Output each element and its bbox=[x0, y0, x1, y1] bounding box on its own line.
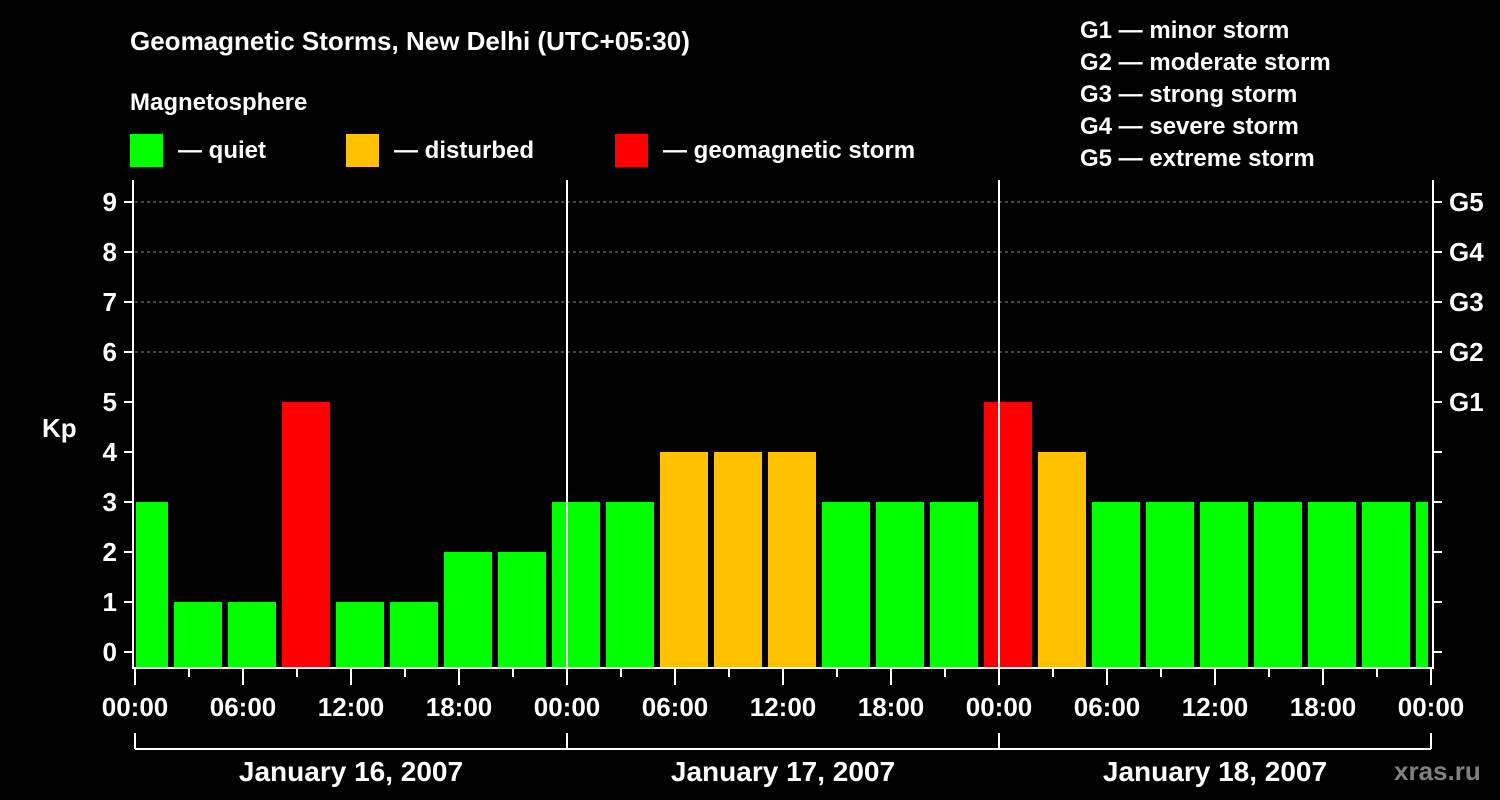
day-label: January 17, 2007 bbox=[671, 756, 895, 787]
kp-bar bbox=[174, 602, 222, 668]
x-tick-label: 18:00 bbox=[1290, 692, 1357, 722]
y-axis-label: Kp bbox=[42, 413, 77, 443]
g-level-label: G1 bbox=[1449, 387, 1484, 417]
legend-title: Magnetosphere bbox=[130, 89, 307, 116]
x-tick-label: 00:00 bbox=[534, 692, 601, 722]
legend-swatch bbox=[346, 134, 379, 167]
kp-bar bbox=[552, 502, 600, 668]
kp-bar bbox=[1200, 502, 1248, 668]
legend-label: — quiet bbox=[178, 137, 266, 164]
kp-bar bbox=[136, 502, 168, 668]
y-tick-label: 9 bbox=[103, 187, 117, 217]
legend: — quiet — disturbed — geomagnetic storm bbox=[130, 134, 915, 167]
g-level-label: G2 bbox=[1449, 337, 1484, 367]
kp-bar bbox=[660, 452, 708, 668]
x-tick-label: 18:00 bbox=[426, 692, 493, 722]
g-scale-legend: G1 — minor storm G2 — moderate storm G3 — … bbox=[1080, 17, 1331, 172]
x-tick-label: 00:00 bbox=[1398, 692, 1465, 722]
g-scale-item: G2 — moderate storm bbox=[1080, 49, 1331, 76]
grid bbox=[135, 201, 1431, 353]
kp-bar bbox=[1416, 502, 1428, 668]
day-label: January 16, 2007 bbox=[239, 756, 463, 787]
kp-bar bbox=[282, 402, 330, 668]
kp-bar bbox=[390, 602, 438, 668]
g-scale-item: G4 — severe storm bbox=[1080, 113, 1299, 140]
y-tick-label: 5 bbox=[103, 387, 117, 417]
watermark: xras.ru bbox=[1394, 756, 1481, 786]
x-tick-label: 06:00 bbox=[642, 692, 709, 722]
y-tick-label: 7 bbox=[103, 287, 117, 317]
kp-bar bbox=[984, 402, 1032, 668]
kp-bar bbox=[1092, 502, 1140, 668]
g-level-label: G5 bbox=[1449, 187, 1484, 217]
x-tick-label: 00:00 bbox=[102, 692, 169, 722]
x-tick-label: 06:00 bbox=[210, 692, 277, 722]
chart-title: Geomagnetic Storms, New Delhi (UTC+05:30… bbox=[130, 26, 690, 56]
legend-label: — disturbed bbox=[394, 137, 534, 164]
y-tick-label: 2 bbox=[103, 537, 117, 567]
kp-bar bbox=[444, 552, 492, 668]
kp-bar bbox=[1038, 452, 1086, 668]
x-tick-label: 12:00 bbox=[318, 692, 385, 722]
kp-bar bbox=[606, 502, 654, 668]
kp-bar bbox=[228, 602, 276, 668]
kp-bar bbox=[822, 502, 870, 668]
x-tick-label: 12:00 bbox=[750, 692, 817, 722]
g-level-label: G4 bbox=[1449, 237, 1484, 267]
axes: 0 1 2 3 4 5 6 7 8 9 G1 G2 G3 G4 G5 00:00 06:00 12:00 18:00… bbox=[102, 180, 1484, 787]
x-tick-label: 00:00 bbox=[966, 692, 1033, 722]
x-tick-label: 06:00 bbox=[1074, 692, 1141, 722]
bars bbox=[136, 402, 1428, 668]
kp-bar bbox=[498, 552, 546, 668]
y-tick-label: 0 bbox=[103, 637, 117, 667]
y-tick-label: 1 bbox=[103, 587, 117, 617]
legend-swatch bbox=[615, 134, 648, 167]
legend-swatch bbox=[130, 134, 163, 167]
day-label: January 18, 2007 bbox=[1103, 756, 1327, 787]
kp-bar bbox=[1254, 502, 1302, 668]
legend-label: — geomagnetic storm bbox=[663, 137, 915, 164]
g-level-label: G3 bbox=[1449, 287, 1484, 317]
y-tick-label: 3 bbox=[103, 487, 117, 517]
y-tick-label: 6 bbox=[103, 337, 117, 367]
kp-bar bbox=[336, 602, 384, 668]
kp-bar bbox=[1362, 502, 1410, 668]
kp-bar bbox=[1308, 502, 1356, 668]
y-tick-label: 8 bbox=[103, 237, 117, 267]
g-scale-item: G3 — strong storm bbox=[1080, 81, 1297, 108]
kp-bar bbox=[1146, 502, 1194, 668]
x-tick-label: 18:00 bbox=[858, 692, 925, 722]
g-scale-item: G5 — extreme storm bbox=[1080, 145, 1315, 172]
kp-bar bbox=[930, 502, 978, 668]
kp-bar bbox=[876, 502, 924, 668]
kp-bar bbox=[768, 452, 816, 668]
x-tick-label: 12:00 bbox=[1182, 692, 1249, 722]
g-scale-item: G1 — minor storm bbox=[1080, 17, 1289, 44]
y-tick-label: 4 bbox=[103, 437, 118, 467]
kp-bar bbox=[714, 452, 762, 668]
